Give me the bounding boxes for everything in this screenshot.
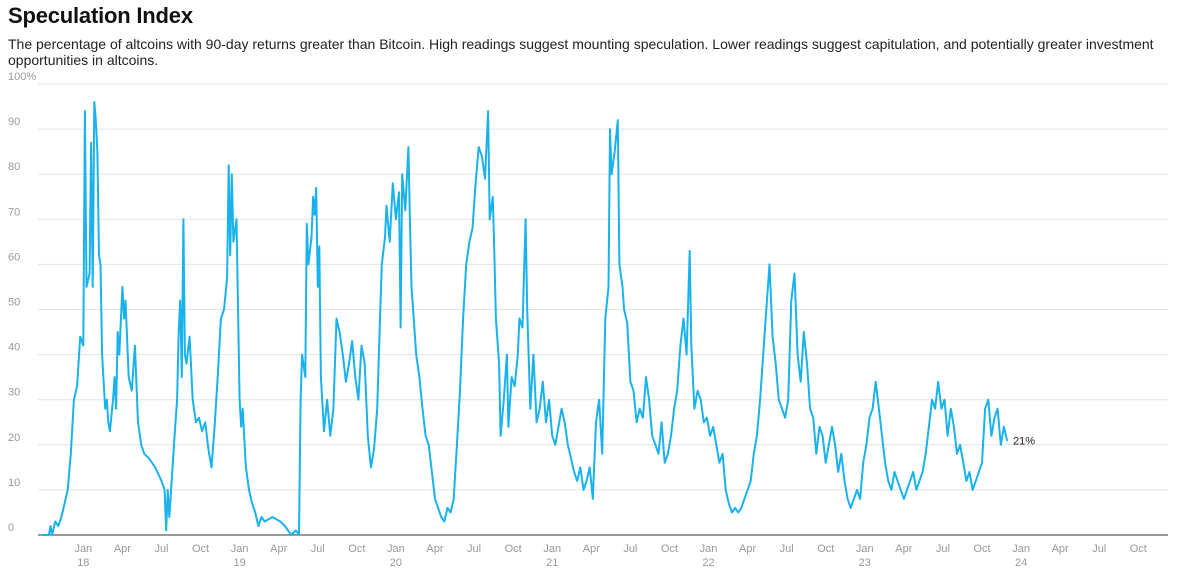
- y-tick-label: 60: [8, 251, 20, 263]
- y-tick-label: 90: [8, 116, 20, 128]
- series-line: [41, 101, 1008, 536]
- x-tick-label: Oct: [973, 543, 990, 555]
- y-tick-label: 0: [8, 522, 14, 534]
- y-tick-label: 100%: [8, 71, 36, 83]
- x-tick-year-label: 24: [1015, 557, 1027, 569]
- x-tick-label: Oct: [192, 543, 209, 555]
- chart-title: Speculation Index: [8, 3, 193, 28]
- y-tick-label: 80: [8, 161, 20, 173]
- x-tick-label: Jul: [623, 543, 637, 555]
- x-tick-label: Jul: [311, 543, 325, 555]
- latest-value-label: 21%: [1013, 435, 1035, 447]
- chart-subtitle: The percentage of altcoins with 90-day r…: [8, 36, 1154, 68]
- x-tick-label: Oct: [348, 543, 365, 555]
- x-tick-label: Oct: [817, 543, 834, 555]
- x-tick-label: Jan: [856, 543, 874, 555]
- x-tick-year-label: 19: [233, 557, 245, 569]
- x-tick-label: Apr: [739, 543, 756, 555]
- x-tick-label: Jan: [387, 543, 405, 555]
- x-tick-year-label: 20: [390, 557, 402, 569]
- y-axis-ticks: 0 10 20 30 40 50 60 70 80 90 100%: [8, 71, 36, 534]
- x-tick-year-label: 18: [77, 557, 89, 569]
- x-tick-label: Jul: [467, 543, 481, 555]
- x-tick-label: Jul: [780, 543, 794, 555]
- x-tick-label: Jan: [700, 543, 718, 555]
- x-tick-year-label: 23: [859, 557, 871, 569]
- y-tick-label: 50: [8, 297, 20, 309]
- y-tick-label: 40: [8, 342, 20, 354]
- x-tick-label: Apr: [426, 543, 443, 555]
- x-axis-ticks: Jan 18 Apr Jul Oct Jan 19 Apr Jul Oct Jan 20 Apr Jul O…: [74, 543, 1146, 569]
- x-tick-label: Apr: [1052, 543, 1069, 555]
- x-tick-year-label: 21: [546, 557, 558, 569]
- x-tick-label: Oct: [661, 543, 678, 555]
- x-tick-label: Jan: [231, 543, 249, 555]
- x-tick-label: Jul: [1092, 543, 1106, 555]
- x-tick-label: Jul: [154, 543, 168, 555]
- series-group: [41, 101, 1008, 536]
- y-tick-label: 30: [8, 387, 20, 399]
- x-tick-label: Apr: [114, 543, 131, 555]
- x-tick-label: Apr: [895, 543, 912, 555]
- x-tick-label: Apr: [583, 543, 600, 555]
- gridlines: [38, 83, 1168, 491]
- x-tick-year-label: 22: [702, 557, 714, 569]
- x-tick-label: Apr: [270, 543, 287, 555]
- x-tick-label: Jan: [74, 543, 92, 555]
- x-tick-label: Jan: [1012, 543, 1030, 555]
- x-tick-label: Jul: [936, 543, 950, 555]
- x-tick-label: Jan: [543, 543, 561, 555]
- y-tick-label: 10: [8, 477, 20, 489]
- y-tick-label: 70: [8, 206, 20, 218]
- x-tick-label: Oct: [1130, 543, 1147, 555]
- y-tick-label: 20: [8, 432, 20, 444]
- x-tick-label: Oct: [505, 543, 522, 555]
